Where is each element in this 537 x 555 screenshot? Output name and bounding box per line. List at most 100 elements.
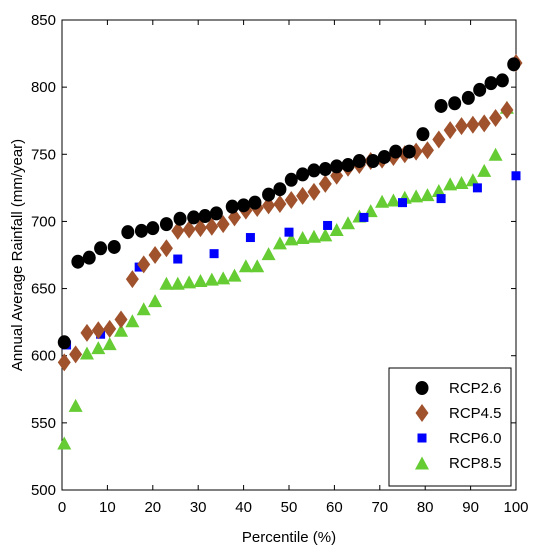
data-point-rcp2-6: [341, 158, 355, 173]
data-point-rcp2-6: [57, 335, 71, 350]
x-axis-title: Percentile (%): [242, 529, 336, 546]
data-point-rcp4-5: [114, 310, 128, 329]
data-point-rcp8-5: [148, 294, 163, 308]
data-point-rcp4-5: [125, 270, 139, 289]
data-point-rcp6-0: [472, 183, 482, 193]
data-point-rcp4-5: [296, 186, 310, 205]
data-point-rcp8-5: [261, 247, 276, 261]
data-point-rcp2-6: [507, 57, 521, 72]
y-tick-label: 800: [31, 79, 56, 96]
data-point-rcp2-6: [82, 250, 96, 265]
data-point-rcp2-6: [330, 159, 344, 174]
data-point-rcp8-5: [193, 274, 208, 288]
data-point-rcp2-6: [377, 149, 391, 164]
data-point-rcp4-5: [159, 239, 173, 258]
data-point-rcp4-5: [489, 109, 503, 128]
data-point-rcp4-5: [284, 190, 298, 209]
data-point-rcp4-5: [57, 353, 71, 372]
legend-label-rcp8-5: RCP8.5: [449, 455, 502, 472]
legend-marker-rcp2-6: [415, 381, 429, 395]
data-point-rcp4-5: [466, 115, 480, 134]
data-point-rcp6-0: [323, 220, 333, 230]
data-point-rcp6-0: [173, 254, 183, 264]
data-point-rcp8-5: [238, 259, 253, 273]
data-point-rcp8-5: [431, 184, 446, 198]
data-point-rcp8-5: [284, 232, 299, 246]
data-point-rcp8-5: [68, 398, 83, 412]
data-point-rcp4-5: [420, 141, 434, 160]
data-point-rcp2-6: [225, 199, 239, 214]
data-point-rcp8-5: [159, 276, 174, 290]
data-point-rcp8-5: [91, 341, 106, 355]
legend-box: [388, 367, 512, 487]
y-tick-label: 600: [31, 348, 56, 365]
data-point-rcp8-5: [114, 323, 129, 337]
data-point-rcp4-5: [80, 323, 94, 342]
y-axis-title: Annual Average Rainfall (mm/year): [9, 139, 26, 371]
data-point-rcp6-0: [398, 198, 407, 208]
legend: RCP2.6 RCP4.5 RCP6.0 RCP8.5: [388, 367, 512, 487]
data-point-rcp8-5: [329, 222, 344, 236]
data-point-rcp8-5: [386, 193, 401, 207]
x-tick-label: 40: [235, 499, 252, 516]
y-tick-label: 500: [31, 482, 56, 499]
data-point-rcp2-6: [248, 195, 262, 210]
data-point-rcp2-6: [159, 217, 173, 232]
x-tick-label: 10: [99, 499, 116, 516]
data-point-rcp4-5: [193, 219, 207, 238]
data-point-rcp8-5: [318, 228, 333, 242]
data-point-rcp8-5: [136, 302, 151, 316]
data-point-rcp4-5: [443, 121, 457, 140]
legend-marker-rcp8-5: [415, 456, 429, 470]
data-point-rcp4-5: [182, 220, 196, 239]
data-point-rcp2-6: [262, 187, 276, 202]
data-point-rcp2-6: [284, 172, 298, 187]
y-tick-label: 850: [31, 12, 56, 29]
data-point-rcp4-5: [171, 221, 185, 240]
data-point-rcp2-6: [389, 144, 403, 159]
data-point-rcp4-5: [455, 117, 469, 136]
data-point-rcp8-5: [204, 272, 219, 286]
data-point-rcp2-6: [209, 206, 223, 221]
data-point-rcp8-5: [477, 163, 492, 177]
data-point-rcp2-6: [296, 167, 310, 182]
data-point-rcp4-5: [307, 182, 321, 201]
legend-label-rcp6-0: RCP6.0: [449, 430, 502, 447]
x-tick-label: 100: [503, 499, 528, 516]
data-point-rcp6-0: [511, 171, 521, 181]
y-tick-label: 550: [31, 415, 56, 432]
series-rcp2-6: [57, 57, 521, 350]
data-point-rcp2-6: [273, 182, 287, 197]
data-point-rcp8-5: [375, 194, 390, 208]
data-point-rcp4-5: [91, 321, 105, 340]
x-tick-label: 20: [144, 499, 161, 516]
data-point-rcp2-6: [495, 73, 509, 88]
data-point-rcp8-5: [341, 216, 356, 230]
data-point-rcp2-6: [461, 90, 475, 105]
data-point-rcp4-5: [137, 255, 151, 274]
x-tick-label: 30: [190, 499, 207, 516]
data-point-rcp4-5: [69, 345, 83, 364]
data-point-rcp2-6: [198, 209, 212, 224]
data-point-rcp2-6: [146, 221, 160, 236]
data-point-rcp8-5: [295, 231, 310, 245]
x-tick-label: 90: [462, 499, 479, 516]
data-point-rcp6-0: [245, 233, 255, 243]
data-point-rcp2-6: [134, 223, 148, 238]
x-tick-label: 60: [326, 499, 343, 516]
data-point-rcp2-6: [402, 144, 416, 159]
data-point-rcp6-0: [436, 194, 446, 204]
data-point-rcp4-5: [148, 246, 162, 264]
data-point-rcp4-5: [477, 114, 491, 133]
data-point-rcp6-0: [359, 212, 369, 222]
data-point-rcp4-5: [205, 217, 219, 236]
data-point-rcp2-6: [121, 225, 135, 240]
data-point-rcp8-5: [272, 236, 287, 250]
legend-label-rcp4-5: RCP4.5: [449, 405, 502, 422]
data-point-rcp8-5: [125, 314, 140, 328]
y-tick-label: 750: [31, 146, 56, 163]
data-point-rcp6-0: [284, 227, 294, 237]
data-point-rcp2-6: [318, 162, 332, 177]
data-point-rcp8-5: [250, 259, 265, 273]
